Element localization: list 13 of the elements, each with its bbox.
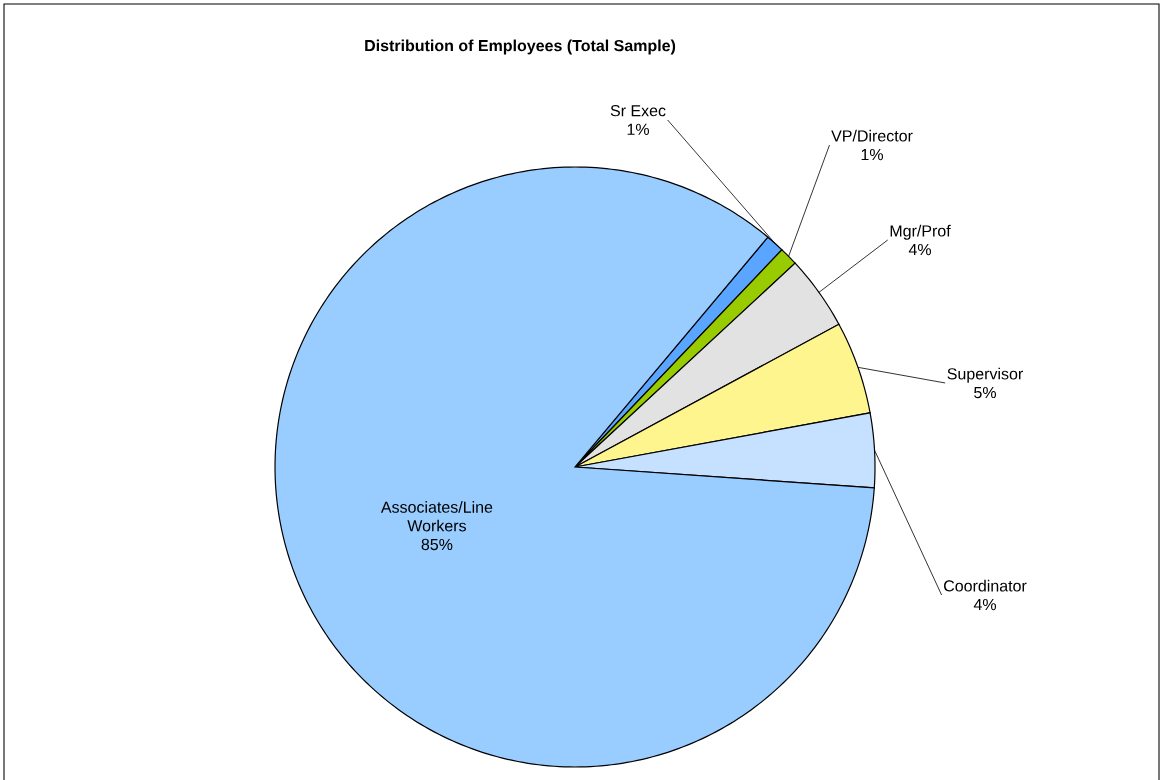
data-label: 4% [908,243,931,256]
data-label: 1% [861,148,883,161]
chart-title: Distribution of Employees (Total Sample) [365,39,676,55]
slice-label: VP/Director [831,129,913,142]
data-label: 85% [421,538,453,551]
slice-label: Coordinator [944,579,1027,592]
data-label: 5% [974,386,996,399]
slice-label: Sr Exec [610,105,666,117]
data-label: 4% [973,598,996,611]
slice-label: Supervisor [947,367,1023,383]
data-label: 1% [627,123,649,135]
slice-label: Mgr/Prof [890,224,951,240]
slice-label: Associates/Line Workers [380,501,493,532]
